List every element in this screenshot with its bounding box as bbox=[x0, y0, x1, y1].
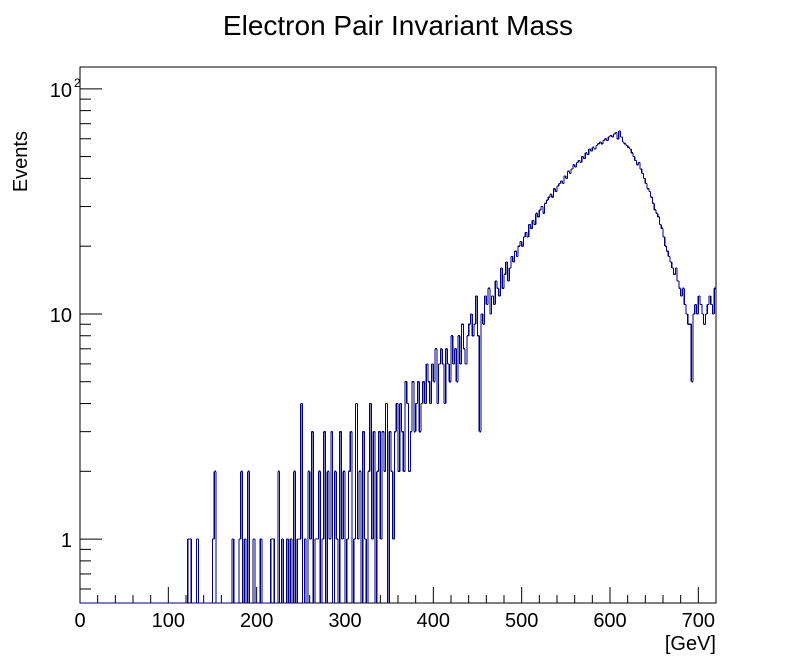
y-tick-label: 10 bbox=[50, 305, 72, 327]
x-tick-label: 300 bbox=[328, 610, 361, 632]
y-tick-exponent: 2 bbox=[74, 76, 81, 90]
x-tick-label: 700 bbox=[682, 610, 715, 632]
x-tick-label: 0 bbox=[74, 610, 85, 632]
chart-title: Electron Pair Invariant Mass bbox=[223, 10, 573, 41]
plot-frame bbox=[80, 67, 716, 603]
x-tick-label: 500 bbox=[505, 610, 538, 632]
x-tick-label: 100 bbox=[152, 610, 185, 632]
y-axis-label: Events bbox=[10, 131, 32, 192]
y-tick-label: 1 bbox=[61, 530, 72, 552]
x-tick-label: 400 bbox=[417, 610, 450, 632]
y-tick-label: 10 bbox=[50, 80, 72, 102]
x-tick-label: 600 bbox=[593, 610, 626, 632]
x-tick-label: 200 bbox=[240, 610, 273, 632]
x-axis-label: [GeV] bbox=[665, 633, 716, 655]
